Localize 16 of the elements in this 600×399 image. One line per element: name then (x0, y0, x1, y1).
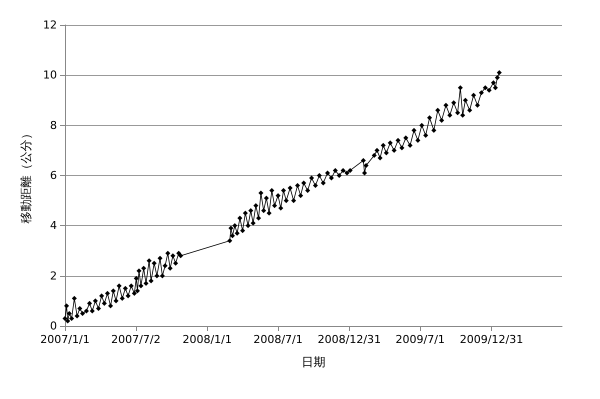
y-tick-label: 8 (50, 118, 57, 132)
x-axis-title: 日期 (302, 355, 326, 369)
y-tick-label: 6 (50, 169, 57, 182)
x-tick-label: 2008/12/31 (318, 333, 382, 346)
y-tick-label: 4 (50, 219, 57, 232)
x-tick-label: 2009/7/1 (396, 333, 445, 346)
x-tick-label: 2008/1/1 (182, 333, 232, 346)
y-tick-label: 2 (50, 269, 57, 282)
x-tick-label: 2008/7/1 (253, 333, 303, 346)
y-axis-title: 移動距離（公分） (19, 128, 34, 224)
x-tick-label: 2007/7/2 (111, 333, 161, 346)
x-tick-label: 2007/1/1 (40, 333, 90, 346)
x-tick-label: 2009/12/31 (460, 333, 524, 346)
y-tick-label: 12 (43, 18, 57, 32)
y-tick-label: 0 (50, 320, 57, 332)
y-tick-label: 10 (43, 68, 57, 82)
